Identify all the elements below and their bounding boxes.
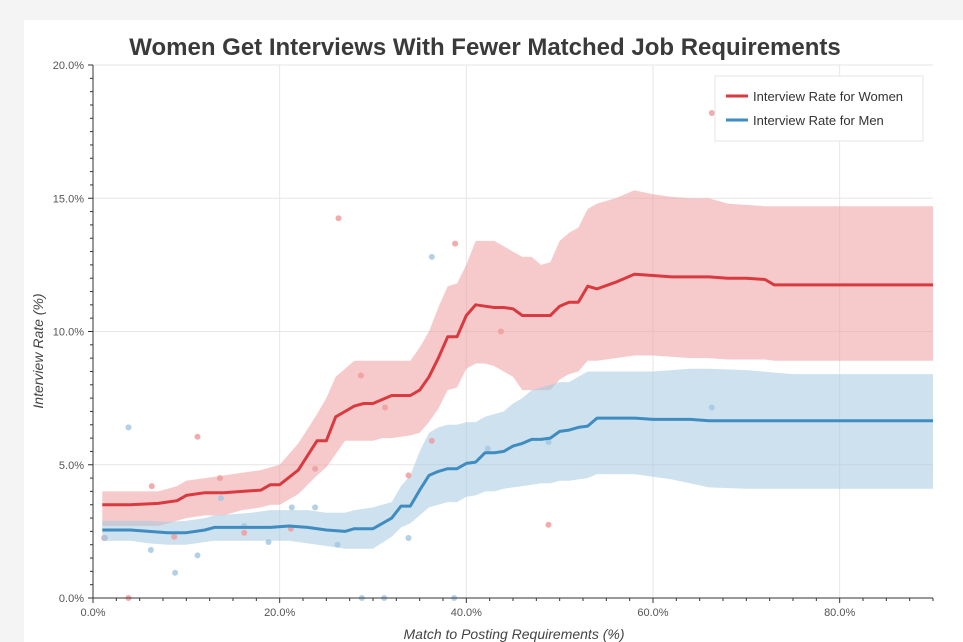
series-lines — [102, 272, 933, 535]
confidence-band-men — [102, 368, 934, 549]
y-tick-label: 5.0% — [59, 460, 84, 472]
axes — [88, 64, 934, 603]
scatter-point-women — [405, 472, 412, 479]
scatter-point-women — [382, 404, 389, 411]
scatter-point-women — [335, 215, 342, 222]
scatter-point-women — [171, 533, 178, 540]
confidence-bands — [102, 190, 934, 549]
scatter-point-women — [708, 110, 715, 116]
scatter-point-men — [125, 424, 132, 431]
scatter-point-men — [217, 495, 224, 502]
legend: Interview Rate for Women Interview Rate … — [714, 75, 924, 142]
tick-labels: 0.0% 20.0% 40.0% 60.0% 80.0% 0.0% 5.0% 10.0% 15.… — [53, 60, 856, 619]
scatter-points — [101, 110, 715, 601]
scatter-point-women — [357, 372, 364, 379]
scatter-point-men — [334, 541, 341, 548]
scatter-point-men — [428, 253, 435, 260]
scatter-point-men — [172, 569, 179, 576]
scatter-point-men — [147, 547, 154, 553]
y-tick-label: 20.0% — [53, 60, 84, 72]
x-axis-label: Match to Posting Requirements (%) — [404, 626, 625, 642]
scatter-point-women — [452, 240, 459, 247]
series-line-women — [102, 272, 933, 507]
scatter-point-women — [194, 433, 201, 440]
scatter-point-men — [484, 445, 491, 452]
scatter-point-women — [428, 437, 435, 444]
series-line-men — [102, 416, 933, 535]
confidence-band-women — [102, 190, 934, 527]
scatter-point-men — [265, 539, 272, 545]
scatter-point-men — [312, 504, 319, 511]
scatter-point-men — [194, 552, 201, 559]
scatter-point-men — [288, 504, 295, 511]
x-tick-label: 60.0% — [637, 607, 668, 619]
scatter-point-women — [241, 529, 248, 536]
x-tick-label: 20.0% — [264, 607, 295, 619]
x-tick-label: 80.0% — [824, 607, 855, 619]
y-axis-label: Interview Rate (%) — [30, 293, 46, 408]
legend-box — [714, 75, 924, 142]
scatter-point-women — [216, 475, 223, 482]
legend-label-men: Interview Rate for Men — [753, 113, 884, 128]
x-tick-label: 0.0% — [80, 607, 105, 619]
x-tick-label: 40.0% — [451, 607, 482, 619]
chart-canvas: Women Get Interviews With Fewer Matched … — [30, 34, 934, 642]
y-tick-label: 15.0% — [53, 193, 84, 205]
y-tick-label: 10.0% — [53, 327, 84, 339]
scatter-point-women — [312, 465, 319, 472]
scatter-point-men — [708, 404, 715, 411]
scatter-point-men — [545, 439, 552, 446]
scatter-point-men — [102, 535, 109, 541]
y-tick-label: 0.0% — [59, 593, 84, 605]
scatter-point-men — [405, 535, 412, 541]
legend-label-women: Interview Rate for Women — [753, 89, 903, 104]
scatter-point-women — [148, 483, 155, 490]
chart-title: Women Get Interviews With Fewer Matched … — [129, 34, 840, 61]
scatter-point-women — [545, 521, 552, 528]
chart-card: Women Get Interviews With Fewer Matched … — [24, 20, 963, 642]
scatter-point-women — [497, 328, 504, 335]
